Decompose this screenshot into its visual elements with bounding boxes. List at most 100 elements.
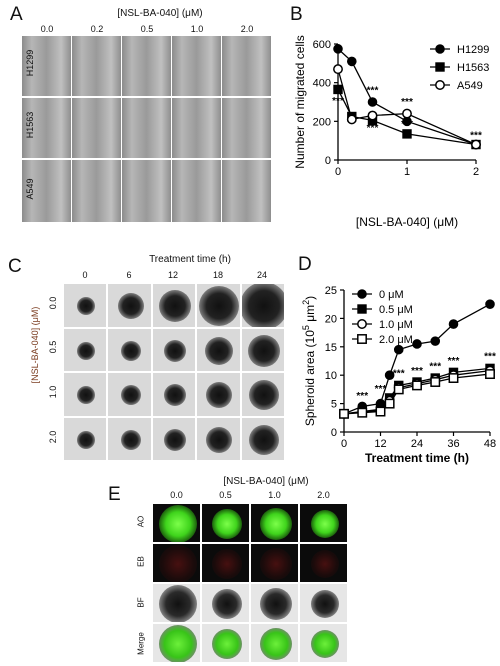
spheroid-image: [196, 416, 241, 461]
x-tick-label: 1: [404, 166, 410, 178]
data-point: [412, 339, 422, 349]
panel-c-letter: C: [8, 256, 22, 277]
panel-a-row-label: H1299: [25, 49, 35, 77]
spheroid-image: [107, 327, 152, 372]
legend-marker: [357, 319, 367, 329]
data-point: [357, 407, 368, 418]
scratch-image: [22, 160, 72, 222]
x-tick-label: 2: [473, 166, 479, 178]
stain-image-bf: [299, 583, 348, 623]
panel-a-row-h1563: [22, 98, 272, 158]
data-point: [412, 380, 422, 391]
stain-image-ao: [250, 503, 299, 543]
spheroid-blob: [77, 297, 96, 316]
y-tick-label: 5: [331, 399, 337, 411]
significance-label: ***: [356, 391, 368, 402]
panel-d-letter: D: [298, 254, 312, 275]
merge-spheroid: [211, 629, 242, 659]
spheroid-blob: [77, 430, 96, 449]
panel-a-dose: 1.0: [190, 24, 204, 34]
legend-label: 0 μM: [379, 289, 404, 301]
stain-image-merge: [201, 623, 250, 663]
data-point: [346, 114, 357, 125]
significance-label: ***: [393, 368, 405, 379]
significance-label: ***: [411, 366, 423, 377]
bf-spheroid: [158, 585, 197, 622]
legend-marker: [435, 80, 445, 90]
spheroid-image: [107, 416, 152, 461]
legend-marker: [357, 289, 367, 299]
spheroid-blob: [206, 426, 233, 453]
scratch-image: [122, 160, 172, 222]
spheroid-image: [63, 416, 108, 461]
spheroid-blob: [120, 340, 141, 361]
stain-image-bf: [250, 583, 299, 623]
panel-e-row-label: AO: [136, 515, 146, 528]
significance-label: ***: [470, 131, 482, 142]
panel-e-dose: 1.0: [268, 490, 281, 500]
spheroid-image: [63, 283, 108, 328]
stain-image-eb: [152, 543, 201, 583]
panel-a-image-grid: H1299 H1563 A549: [22, 36, 272, 222]
data-point: [384, 398, 395, 409]
panel-a-row-h1299: [22, 36, 272, 96]
x-tick-label: 12: [374, 438, 386, 450]
spheroid-image: [151, 416, 197, 461]
panel-a-dose-header-row: 0.0 0.2 0.5 1.0 2.0: [22, 24, 272, 36]
spheroid-image: [240, 283, 285, 328]
legend-label: H1563: [457, 62, 489, 74]
y-tick-label: 10: [325, 370, 337, 382]
stain-image-bf: [152, 583, 201, 623]
scratch-image: [72, 160, 122, 222]
spheroid-blob: [248, 380, 279, 411]
panel-e-row-label: BF: [136, 597, 146, 608]
y-axis-title: Number of migrated cells: [293, 35, 307, 168]
panel-a-dose: 2.0: [240, 24, 254, 34]
x-axis-title: Treatment time (h): [365, 451, 469, 465]
y-tick-label: 0: [331, 427, 337, 439]
data-point: [448, 373, 459, 383]
legend-marker: [357, 334, 367, 344]
bf-spheroid: [310, 590, 339, 618]
panel-c-time: 18: [212, 270, 223, 280]
panel-a-header: [NSL-BA-040] (μM): [117, 8, 203, 19]
panel-c-side-label: [NSL-BA-040] (μM): [30, 306, 40, 384]
spheroid-image: [196, 283, 241, 328]
panel-b-chart: 0 1 2 0 200 400 600 *** *** *** *** *** *** [NSL-BA-0…: [293, 35, 489, 229]
data-point: [367, 110, 378, 121]
panel-c-time: 0: [82, 270, 88, 280]
spheroid-blob: [120, 385, 141, 406]
panel-a-dose: 0.5: [140, 24, 154, 34]
data-point: [393, 384, 404, 395]
panel-b-letter: B: [290, 4, 303, 25]
x-axis-title: [NSL-BA-040] (μM): [356, 215, 458, 229]
significance-label: ***: [448, 356, 460, 367]
bf-spheroid: [259, 588, 292, 620]
panel-c-time: 12: [167, 270, 178, 280]
y-tick-label: 25: [325, 285, 337, 297]
panel-c-dose: 2.0: [48, 430, 58, 444]
spheroid-blob: [77, 386, 96, 405]
x-tick-label: 0: [341, 438, 347, 450]
scratch-image: [22, 98, 72, 158]
significance-label: ***: [375, 384, 387, 395]
ao-spheroid: [259, 508, 292, 540]
spheroid-image: [151, 283, 197, 328]
spheroid-blob: [77, 341, 96, 360]
panel-c-header: Treatment time (h): [149, 254, 231, 265]
significance-label: ***: [484, 351, 496, 362]
data-point: [346, 56, 357, 67]
merge-spheroid: [259, 628, 292, 660]
panel-a-row-a549: [22, 160, 272, 222]
data-point: [339, 408, 349, 419]
panel-c-time: 24: [256, 270, 267, 280]
spheroid-image: [151, 327, 197, 372]
data-point: [375, 406, 386, 417]
panel-c-dose: 0.5: [48, 340, 58, 354]
legend-label: A549: [457, 80, 483, 92]
stain-image-merge: [299, 623, 348, 663]
panel-e-row-labels: AO EB BF Merge: [134, 503, 152, 663]
legend-label: 0.5 μM: [379, 304, 413, 316]
panel-c-time: 6: [126, 270, 132, 280]
data-point: [393, 344, 404, 355]
